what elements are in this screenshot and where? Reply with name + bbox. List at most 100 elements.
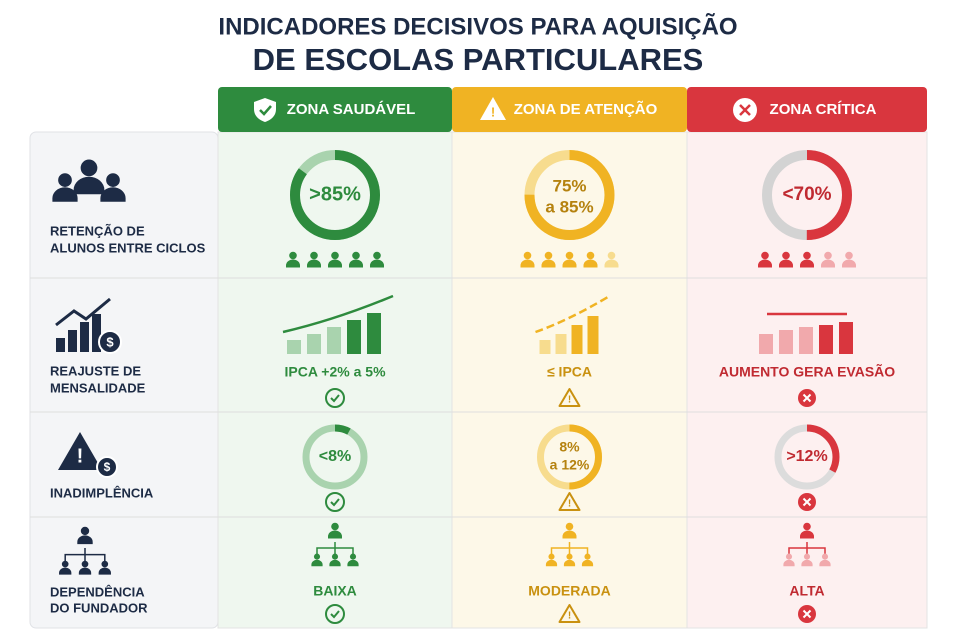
person-icon	[783, 553, 795, 567]
head	[586, 251, 595, 260]
head	[373, 251, 381, 260]
cell-value: 75%	[552, 176, 586, 195]
trend-bar	[799, 327, 813, 354]
icon-arrow	[55, 297, 111, 327]
tree-lines	[316, 542, 354, 554]
gauge-arc	[302, 424, 368, 490]
icon-bar	[80, 322, 89, 352]
x-mark	[802, 609, 812, 619]
body	[370, 259, 384, 268]
body	[520, 259, 535, 268]
row-label: INADIMPLÊNCIA	[50, 485, 154, 500]
head	[349, 553, 357, 560]
head	[352, 251, 360, 260]
gauge-arc	[774, 424, 840, 490]
trend-bar	[819, 325, 833, 354]
body	[78, 567, 92, 575]
person-icon	[758, 251, 773, 268]
head	[106, 173, 120, 187]
trend-bar	[759, 334, 773, 354]
check-icon	[325, 388, 345, 408]
head	[565, 251, 574, 260]
cell-value: a 85%	[545, 197, 593, 216]
warning-icon	[480, 97, 506, 120]
warning-mark: !	[568, 611, 571, 622]
head	[61, 560, 69, 568]
warning-mark: !	[568, 499, 571, 510]
person-icon	[329, 553, 341, 567]
cell-value: 8%	[559, 439, 580, 455]
row-label: RETENÇÃO DE	[50, 223, 145, 238]
person-icon	[349, 251, 363, 268]
person-icon	[541, 251, 556, 268]
body	[800, 259, 814, 268]
cell-value: AUMENTO GERA EVASÃO	[719, 363, 895, 380]
head	[824, 251, 832, 260]
person-icon	[604, 251, 619, 268]
trend-bar	[539, 340, 551, 354]
person-icon	[370, 251, 384, 268]
warning-icon	[558, 388, 581, 407]
person-icon	[311, 553, 323, 567]
cell-value: a 12%	[550, 457, 590, 473]
person-icon	[800, 251, 814, 268]
shield-icon	[254, 98, 276, 122]
body	[842, 259, 857, 268]
body	[286, 259, 300, 268]
head	[584, 553, 591, 560]
cell-value: MODERADA	[528, 583, 610, 599]
row-label: DO FUNDADOR	[50, 600, 148, 615]
icon-bar	[92, 314, 101, 352]
x-mark	[802, 497, 812, 507]
gauge-arc	[290, 150, 380, 240]
body	[328, 530, 342, 539]
body	[800, 530, 814, 539]
person-icon	[581, 553, 594, 567]
cell-value: ≤ IPCA	[547, 364, 592, 380]
check	[330, 498, 340, 507]
cell-value: BAIXA	[313, 583, 357, 599]
person-icon	[842, 251, 857, 268]
tree-lines	[64, 548, 106, 562]
person-icon	[520, 251, 535, 268]
trend-bar	[287, 340, 301, 354]
dollar-sign: $	[104, 460, 111, 474]
body	[604, 259, 619, 268]
head	[544, 251, 553, 260]
dollar-badge	[98, 330, 122, 354]
body	[779, 259, 793, 268]
zone-header-label: ZONA CRÍTICA	[770, 101, 877, 118]
person-icon	[545, 553, 558, 567]
dollar-sign: $	[106, 334, 114, 349]
trend-bar	[587, 316, 599, 354]
icon-bar	[68, 330, 77, 352]
head	[803, 522, 811, 531]
warning-icon	[558, 492, 581, 511]
check	[330, 610, 340, 619]
person-icon	[819, 553, 831, 567]
x-mark	[739, 104, 751, 116]
zone-header-label: ZONA SAUDÁVEL	[287, 101, 416, 118]
zone-header	[218, 87, 452, 132]
cell-value: >12%	[786, 448, 827, 465]
body	[329, 559, 341, 567]
trend-bar	[555, 334, 567, 354]
trend-bar	[779, 330, 793, 354]
body	[328, 259, 342, 268]
person-icon	[77, 526, 93, 545]
person-icon	[59, 560, 72, 575]
body	[347, 559, 359, 567]
head	[101, 560, 109, 568]
warning-icon	[58, 432, 102, 470]
person-icon	[98, 560, 111, 575]
head	[80, 526, 90, 536]
zone-header-label: ZONA DE ATENÇÃO	[514, 100, 658, 118]
person-icon	[328, 251, 342, 268]
trend-bar	[367, 313, 381, 354]
head	[761, 251, 769, 260]
check	[259, 105, 272, 116]
person-icon	[562, 522, 577, 539]
icon-bar	[56, 338, 65, 352]
person-icon	[347, 553, 359, 567]
person-icon	[307, 251, 321, 268]
